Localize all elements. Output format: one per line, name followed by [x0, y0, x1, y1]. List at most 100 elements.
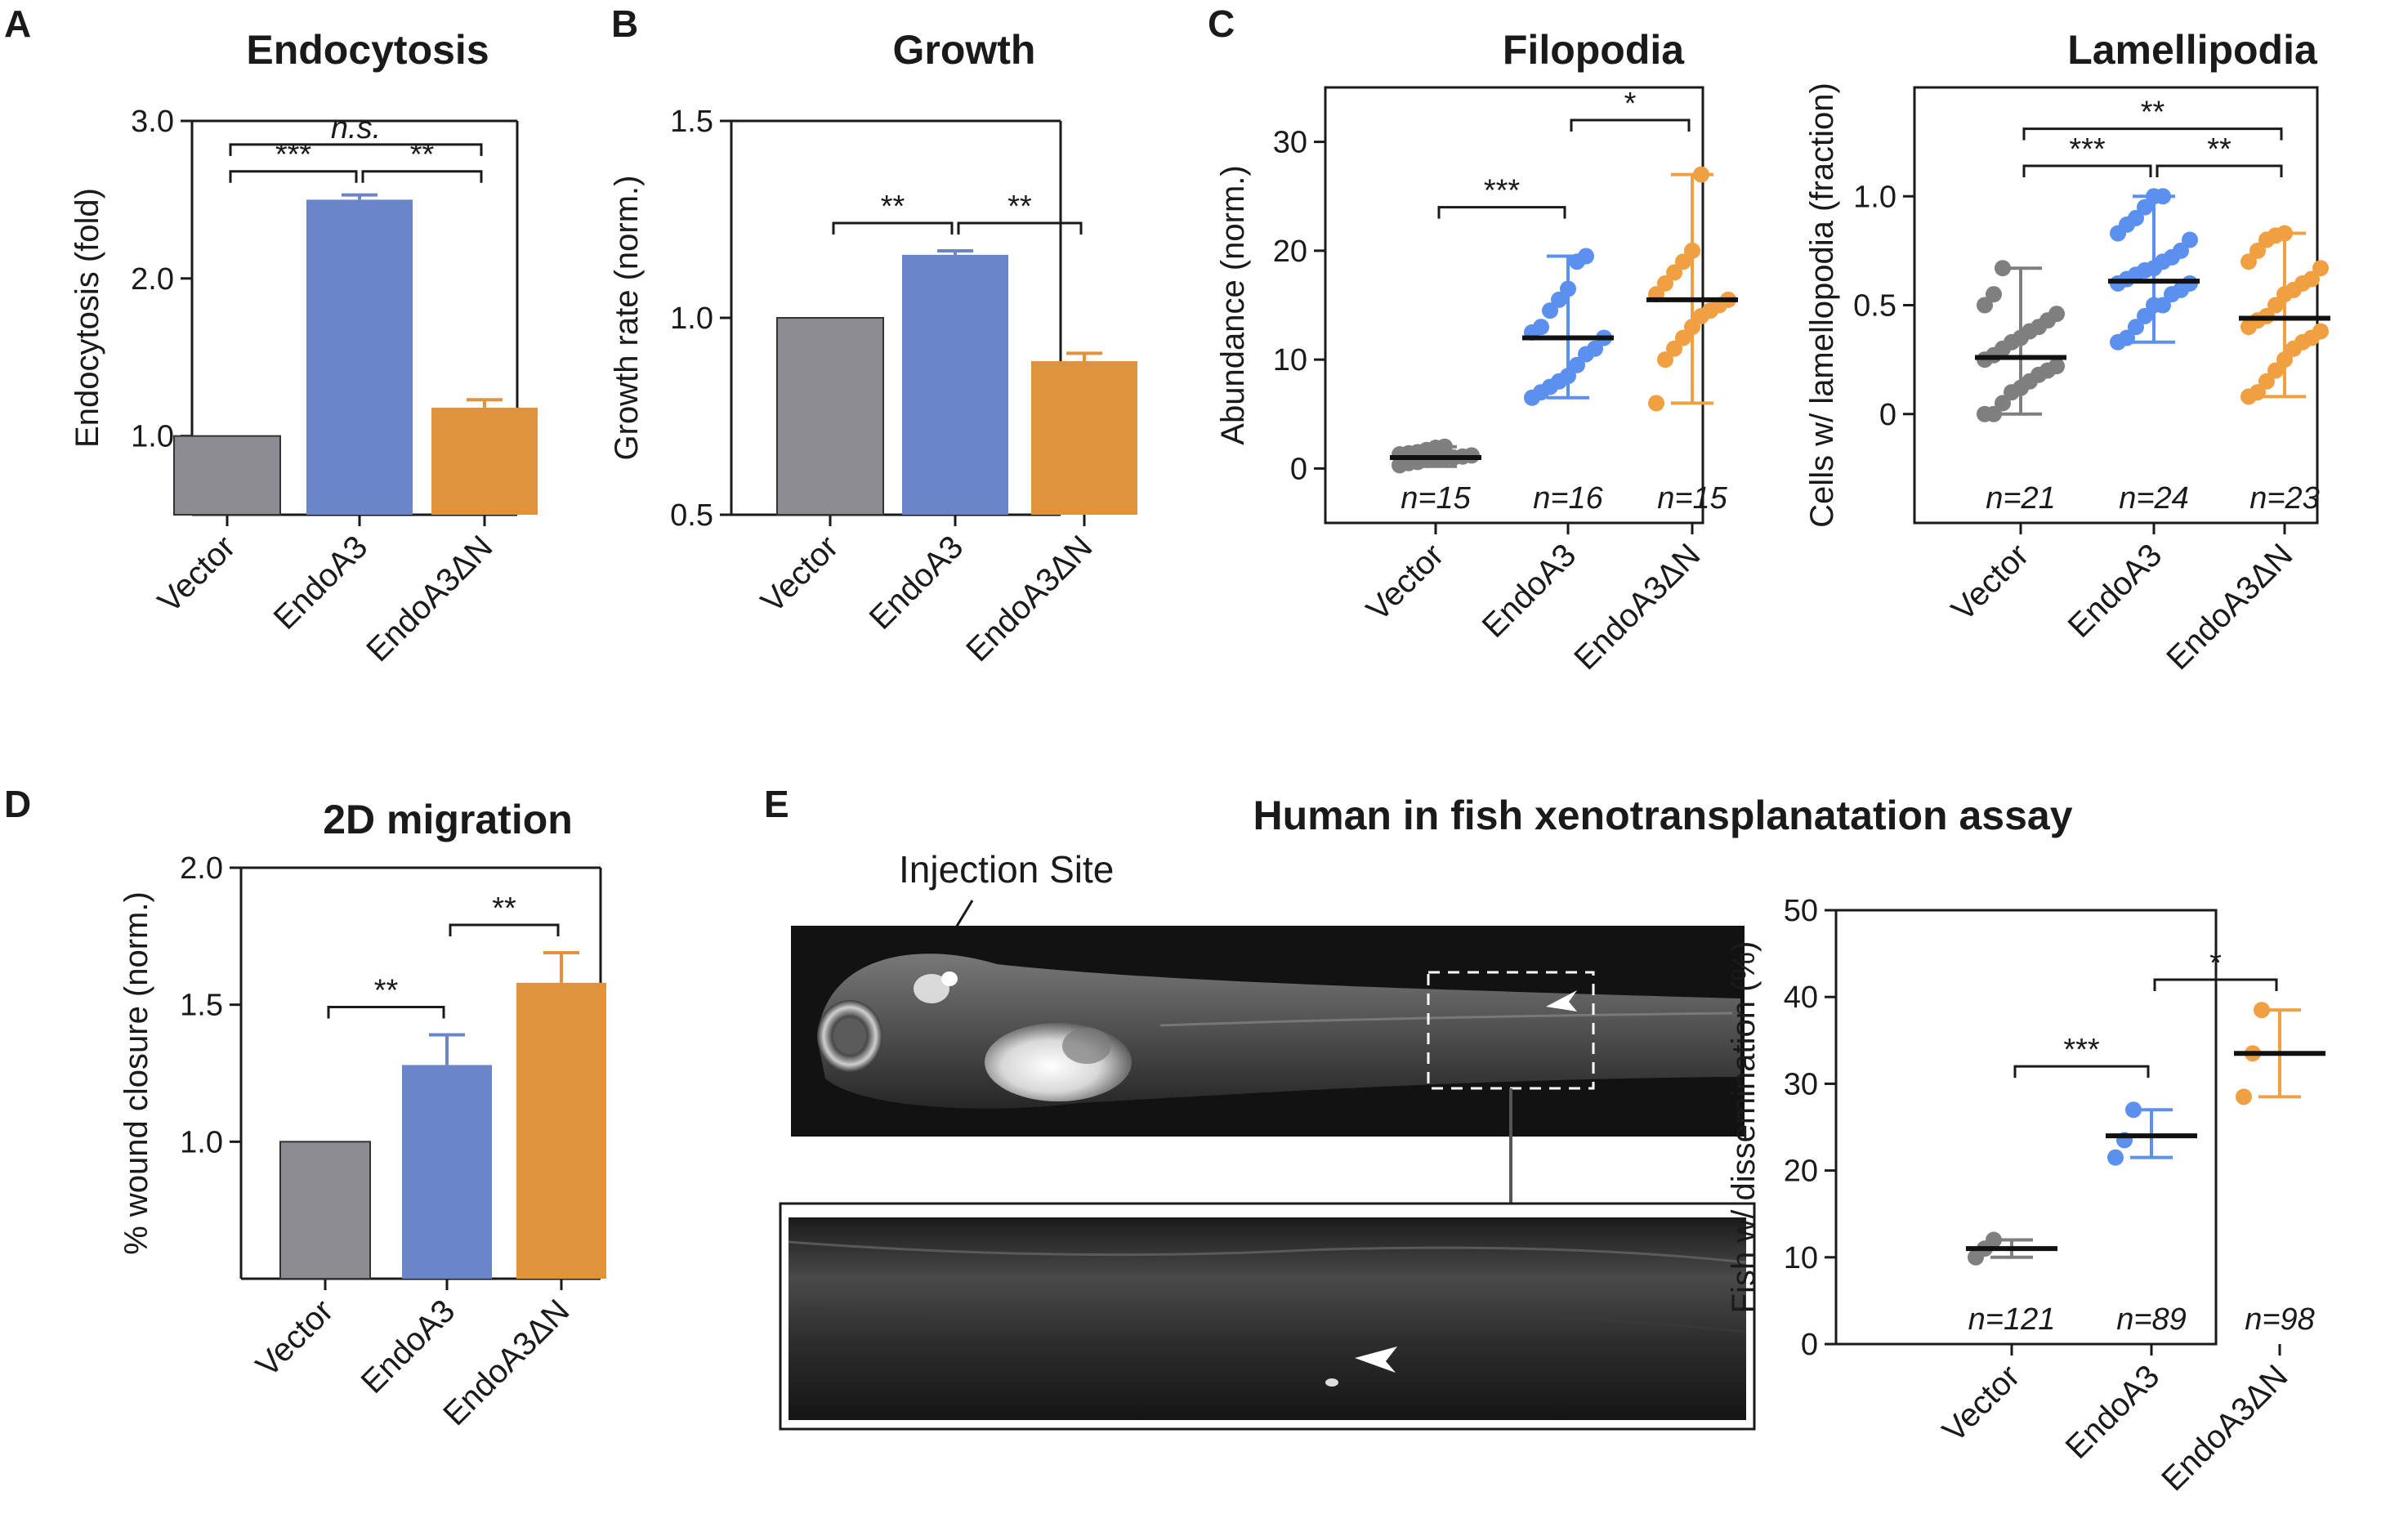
sample-size-label: n=24: [2119, 481, 2189, 516]
significance-bracket: [229, 170, 358, 183]
data-point: [1986, 405, 2002, 422]
data-point: [2048, 306, 2065, 323]
data-point: [1693, 166, 1709, 183]
data-point: [1551, 291, 1567, 308]
x-tick-label: Vector: [151, 529, 242, 619]
y-tick-label: 0: [1879, 398, 1896, 432]
y-tick-label: 0.5: [670, 498, 713, 533]
x-tick-label: Vector: [754, 529, 845, 619]
chart-title: Growth: [893, 27, 1036, 73]
chart-plot: 0 10 20 30 Abundance (norm.) Vector EndoA3Endo…: [1215, 86, 1738, 677]
y-tick-label: 1.0: [1853, 180, 1896, 214]
sample-size-label: n=98: [2245, 1302, 2315, 1337]
fish-image: [791, 926, 1745, 1137]
y-tick-label: 20: [1273, 234, 1307, 269]
data-point: [1986, 1231, 2002, 1248]
sample-size-label: n=16: [1533, 481, 1603, 516]
x-tick-label: EndoA3: [1476, 537, 1584, 645]
significance-bracket: [957, 221, 1083, 235]
data-point: [2107, 1149, 2124, 1166]
panel-letter: D: [4, 783, 31, 825]
chart-plot: 1.0 2.0 3.0 Endocytosis (fold) Vector EndoA3E…: [69, 105, 538, 668]
data-point: [1666, 264, 1682, 281]
data-point: [1995, 395, 2011, 412]
data-point: [1587, 340, 1603, 357]
significance-label: **: [881, 190, 905, 224]
sample-size-label: n=89: [2116, 1302, 2187, 1337]
significance-bracket: [2022, 127, 2283, 141]
data-point: [2240, 253, 2257, 270]
significance-label: **: [410, 138, 435, 172]
data-point: [2276, 225, 2293, 242]
injection-site-label: Injection Site: [899, 848, 1114, 891]
significance-label: ***: [275, 138, 312, 172]
data-point: [2137, 307, 2153, 324]
significance-bracket: [229, 143, 483, 156]
significance-bracket: [2153, 978, 2278, 991]
data-point: [2173, 242, 2189, 259]
data-point: [1560, 368, 1576, 385]
data-point: [2267, 297, 2284, 314]
significance-label: n.s.: [331, 111, 381, 145]
chart-plot: 0 10 20 30 40 50 Fish w/ dissemination (%) Vect…: [1726, 894, 2325, 1498]
arrowhead-marker: [1355, 1347, 1397, 1373]
data-point: [1657, 351, 1673, 368]
data-point: [1657, 275, 1673, 292]
y-tick-label: 1.5: [670, 105, 713, 139]
x-tick-label: EndoA3: [355, 1293, 462, 1400]
data-point: [1578, 248, 1594, 265]
data-point: [2119, 329, 2135, 346]
x-tick-label: Vector: [1945, 537, 2035, 628]
sample-size-label: n=23: [2249, 481, 2320, 516]
data-point: [1986, 286, 2002, 303]
significance-bracket: [2013, 1065, 2150, 1079]
data-point: [2249, 242, 2266, 259]
panel-c: C Filopodia 0 10 20 30 Abundance (norm.) Vect…: [1208, 2, 2330, 677]
significance-bracket: [1437, 206, 1566, 219]
x-tick-label: EndoA3: [863, 529, 971, 636]
data-point: [2249, 384, 2266, 401]
data-point: [1560, 280, 1576, 297]
x-tick-label: EndoA3: [267, 529, 375, 636]
y-axis-label: Fish w/ dissemination (%): [1726, 941, 1762, 1314]
y-tick-label: 0.5: [1853, 289, 1896, 324]
data-point: [1995, 260, 2011, 277]
y-tick-label: 10: [1273, 343, 1307, 377]
y-tick-label: 3.0: [131, 105, 174, 139]
data-point: [2125, 1101, 2142, 1119]
x-tick-label: EndoA3ΔN: [2155, 1358, 2294, 1498]
significance-label: **: [1007, 190, 1032, 224]
bar: [1031, 361, 1137, 515]
chart-plot: 0 0.5 1.0 Cells w/ lamellopodia (fraction) V…: [1804, 83, 2330, 677]
significance-bracket: [1570, 118, 1691, 132]
panel-b: B Growth 0.5 1.0 1.5 Growth rate (norm.) Vec…: [609, 2, 1137, 668]
chart-plot: 1.01.52.0% wound closure (norm.)Vector En…: [118, 851, 606, 1432]
y-tick-label: 30: [1273, 126, 1307, 160]
significance-label: **: [2207, 132, 2232, 167]
bar: [776, 317, 884, 516]
data-point: [2258, 373, 2275, 390]
data-point: [1684, 242, 1700, 259]
y-tick-label: 50: [1784, 894, 1818, 928]
bar: [431, 407, 538, 515]
x-tick-label: Vector: [249, 1293, 340, 1383]
x-tick-label: EndoA3ΔN: [959, 529, 1099, 668]
x-tick-label: EndoA3ΔN: [360, 529, 499, 668]
data-point: [2267, 362, 2284, 379]
significance-bracket: [2156, 164, 2283, 177]
data-point: [1648, 395, 1664, 412]
fish-zoom-image: [779, 1202, 1756, 1431]
data-point: [1666, 340, 1682, 357]
significance-bracket: [2022, 164, 2152, 177]
y-axis-label: Cells w/ lamellopodia (fraction): [1804, 83, 1840, 528]
data-point: [1675, 329, 1691, 346]
arrowhead-marker: [1546, 990, 1577, 1012]
data-point: [2276, 351, 2293, 368]
chart-title: Filopodia: [1503, 27, 1685, 73]
data-point: [2137, 199, 2153, 216]
panel-letter: A: [4, 2, 31, 45]
y-tick-label: 0: [1801, 1328, 1818, 1362]
significance-bracket: [361, 170, 483, 183]
